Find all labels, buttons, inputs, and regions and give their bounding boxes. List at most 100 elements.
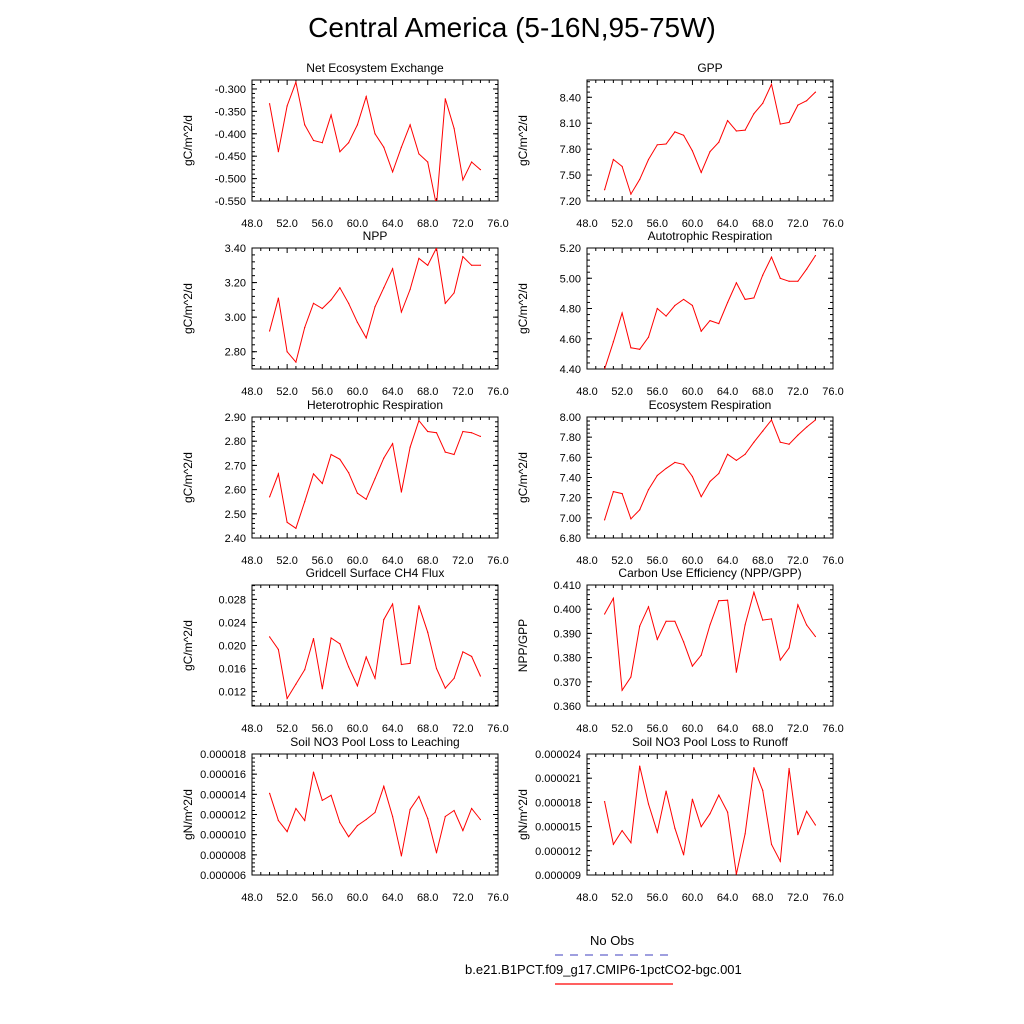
plot-frame bbox=[251, 79, 499, 202]
data-point bbox=[788, 121, 790, 123]
plot-frame bbox=[586, 247, 834, 370]
data-point bbox=[321, 799, 323, 801]
data-point bbox=[339, 821, 341, 824]
data-point bbox=[330, 114, 332, 116]
y-tick-label: 0.410 bbox=[553, 580, 581, 592]
y-tick-label: 0.390 bbox=[553, 628, 581, 640]
data-point bbox=[304, 326, 306, 329]
series-line bbox=[604, 419, 816, 520]
x-tick-label: 48.0 bbox=[576, 555, 597, 567]
data-point bbox=[770, 618, 773, 620]
x-tick-label: 68.0 bbox=[417, 555, 438, 567]
x-tick-label: 68.0 bbox=[417, 386, 438, 398]
x-tick-label: 76.0 bbox=[487, 555, 508, 567]
data-point bbox=[762, 789, 764, 791]
y-tick-label: 7.20 bbox=[560, 196, 581, 208]
data-point bbox=[718, 323, 720, 325]
data-point bbox=[453, 677, 455, 679]
data-point bbox=[814, 824, 817, 826]
data-point bbox=[418, 420, 420, 422]
data-point bbox=[726, 599, 729, 601]
data-point bbox=[277, 819, 279, 822]
y-tick-label: 6.80 bbox=[560, 533, 581, 545]
panel-title: Soil NO3 Pool Loss to Runoff bbox=[632, 735, 789, 749]
x-tick-label: 56.0 bbox=[312, 218, 333, 230]
chart-panel-10: Soil NO3 Pool Loss to Runoff gN/m^2/d 48.0… bbox=[516, 735, 844, 904]
data-point bbox=[612, 597, 614, 599]
y-tick-label: 0.360 bbox=[553, 701, 581, 713]
x-tick-label: 60.0 bbox=[682, 723, 703, 735]
data-point bbox=[268, 103, 271, 105]
x-tick-label: 64.0 bbox=[382, 892, 403, 904]
data-point bbox=[621, 493, 623, 495]
data-point bbox=[709, 151, 711, 153]
x-tick-label: 64.0 bbox=[382, 386, 403, 398]
data-point bbox=[339, 151, 341, 153]
x-tick-label: 72.0 bbox=[787, 892, 808, 904]
data-point bbox=[709, 480, 711, 483]
data-point bbox=[312, 473, 315, 475]
data-point bbox=[330, 299, 332, 301]
series-line bbox=[269, 248, 481, 364]
data-point bbox=[427, 631, 429, 633]
data-point bbox=[709, 813, 711, 815]
panel-title: Heterotrophic Respiration bbox=[307, 398, 443, 412]
data-point bbox=[400, 311, 402, 313]
data-point bbox=[797, 834, 799, 836]
data-point bbox=[374, 306, 376, 308]
data-point bbox=[647, 489, 650, 491]
y-tick-label: 3.20 bbox=[225, 278, 246, 290]
series-line bbox=[269, 602, 481, 700]
data-point bbox=[744, 298, 746, 301]
x-tick-label: 72.0 bbox=[787, 723, 808, 735]
data-point bbox=[374, 133, 376, 135]
data-point bbox=[427, 264, 429, 266]
data-point bbox=[665, 315, 667, 317]
x-tick-label: 72.0 bbox=[787, 555, 808, 567]
data-point bbox=[630, 676, 632, 678]
x-tick-label: 56.0 bbox=[647, 892, 668, 904]
data-point bbox=[630, 193, 632, 195]
y-tick-label: 0.000014 bbox=[200, 789, 246, 801]
chart-panel-4: Autotrophic Respiration gC/m^2/d 48.0 52.0 5… bbox=[516, 229, 844, 398]
data-point bbox=[409, 808, 411, 811]
data-point bbox=[453, 292, 455, 294]
data-point bbox=[630, 347, 632, 349]
y-tick-label: 2.60 bbox=[225, 485, 246, 497]
x-tick-label: 48.0 bbox=[576, 892, 597, 904]
data-point bbox=[418, 795, 420, 797]
data-point bbox=[365, 337, 367, 339]
data-point bbox=[806, 268, 808, 270]
data-point bbox=[779, 659, 781, 661]
data-point bbox=[814, 419, 817, 421]
y-axis-label: gC/m^2/d bbox=[516, 283, 530, 334]
x-tick-label: 72.0 bbox=[787, 218, 808, 230]
y-tick-label: 0.400 bbox=[553, 604, 581, 616]
series-line bbox=[269, 419, 481, 530]
data-point bbox=[435, 852, 438, 854]
x-tick-label: 68.0 bbox=[752, 218, 773, 230]
data-point bbox=[444, 687, 446, 689]
data-point bbox=[418, 605, 420, 607]
data-point bbox=[753, 297, 755, 299]
y-tick-label: 3.00 bbox=[225, 312, 246, 324]
data-point bbox=[462, 256, 464, 258]
data-point bbox=[700, 826, 702, 828]
data-point bbox=[814, 91, 817, 93]
data-point bbox=[304, 669, 306, 671]
y-tick-label: 2.90 bbox=[225, 412, 246, 424]
data-point bbox=[639, 178, 641, 180]
series-line bbox=[604, 590, 816, 692]
data-point bbox=[700, 330, 702, 332]
y-axis-label: gN/m^2/d bbox=[181, 789, 195, 840]
data-point bbox=[435, 667, 438, 670]
plot-frame bbox=[251, 753, 499, 876]
data-point bbox=[656, 144, 658, 146]
x-tick-label: 60.0 bbox=[347, 723, 368, 735]
data-point bbox=[462, 179, 464, 181]
data-point bbox=[277, 151, 279, 153]
series-line bbox=[604, 255, 816, 369]
data-point bbox=[814, 635, 817, 638]
data-point bbox=[400, 663, 402, 666]
y-tick-label: 0.012 bbox=[218, 687, 246, 699]
